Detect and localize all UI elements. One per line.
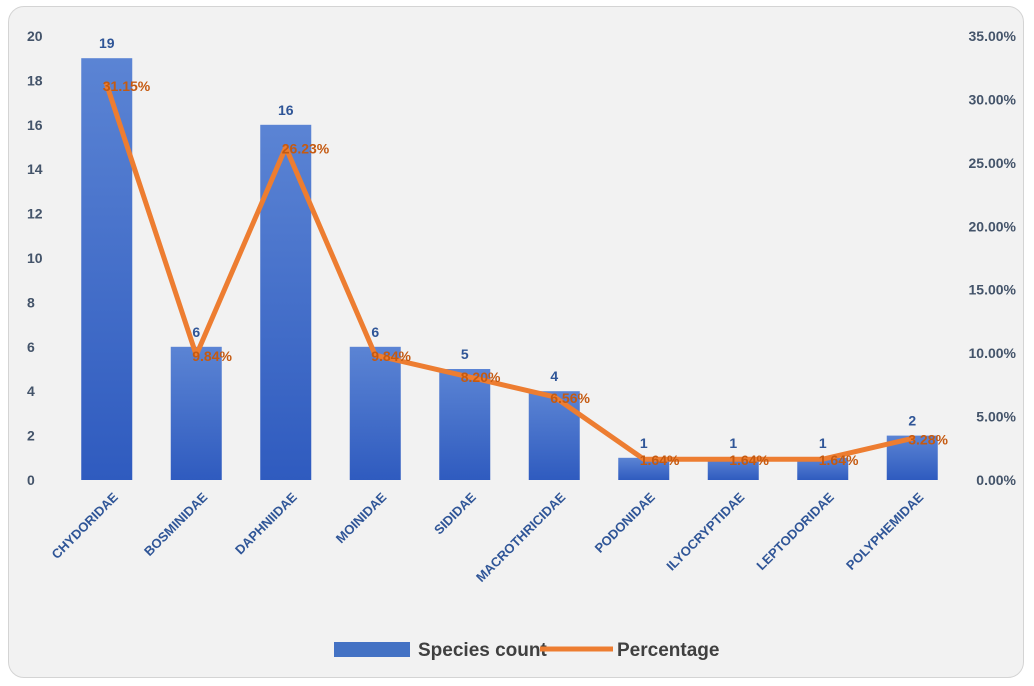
legend-swatch-species-count <box>334 642 410 657</box>
line-data-labels: 31.15% 9.84% 26.23% 9.84% 8.20% 6.56% 1.64% 1.6… <box>103 78 949 468</box>
bar <box>170 346 222 480</box>
bar-value-label: 6 <box>371 324 379 340</box>
left-tick-label: 14 <box>27 161 43 177</box>
category-label: ILYOCRYPTIDAE <box>663 489 747 573</box>
percentage-value-label: 3.28% <box>908 431 948 447</box>
right-tick-label: 35.00% <box>969 28 1017 44</box>
left-tick-label: 6 <box>27 339 35 355</box>
bar <box>260 124 312 481</box>
bar-value-label: 19 <box>99 35 115 51</box>
percentage-value-label: 1.64% <box>640 452 680 468</box>
bar <box>81 58 133 480</box>
right-tick-label: 30.00% <box>969 91 1017 107</box>
category-label: BOSMINIDAE <box>141 489 211 559</box>
right-tick-label: 5.00% <box>976 409 1016 425</box>
left-tick-label: 12 <box>27 206 43 222</box>
bar <box>707 457 759 480</box>
bar-value-label: 16 <box>278 102 294 118</box>
category-label: MACROTHRICIDAE <box>473 489 569 585</box>
left-tick-label: 18 <box>27 72 43 88</box>
bar-value-label: 2 <box>908 413 916 429</box>
bar-value-label: 6 <box>192 324 200 340</box>
bar <box>797 457 849 480</box>
left-tick-label: 16 <box>27 117 43 133</box>
left-tick-label: 10 <box>27 250 43 266</box>
bar-value-label: 1 <box>819 435 827 451</box>
right-axis: 0.00% 5.00% 10.00% 15.00% 20.00% 25.00% 30.00%… <box>969 28 1017 488</box>
left-tick-label: 8 <box>27 294 35 310</box>
percentage-value-label: 6.56% <box>550 390 590 406</box>
category-label: DAPHNIIDAE <box>232 489 300 557</box>
left-tick-label: 2 <box>27 428 35 444</box>
right-tick-label: 25.00% <box>969 155 1017 171</box>
left-tick-label: 20 <box>27 28 43 44</box>
category-label: MOINIDAE <box>333 489 390 546</box>
left-axis: 0 2 4 6 8 10 12 14 16 18 20 <box>27 28 43 488</box>
right-tick-label: 10.00% <box>969 345 1017 361</box>
legend-label-species-count: Species count <box>418 640 547 661</box>
category-label: CHYDORIDAE <box>48 489 121 562</box>
line-series <box>104 82 915 462</box>
category-label: SIDIDAE <box>431 489 479 537</box>
percentage-value-label: 9.84% <box>371 348 411 364</box>
right-tick-label: 15.00% <box>969 282 1017 298</box>
category-label: LEPTODORIDAE <box>753 489 837 573</box>
category-axis: CHYDORIDAE BOSMINIDAE DAPHNIIDAE MOINIDAE SI… <box>48 489 926 585</box>
percentage-value-label: 1.64% <box>819 452 859 468</box>
bar <box>618 457 670 480</box>
percentage-line <box>104 82 915 462</box>
category-label: POLYPHEMIDAE <box>843 489 927 573</box>
bar-value-label: 1 <box>729 435 737 451</box>
percentage-value-label: 26.23% <box>282 140 330 156</box>
percentage-value-label: 9.84% <box>192 348 232 364</box>
bar-value-label: 4 <box>550 368 558 384</box>
chart-frame <box>8 6 1024 678</box>
right-tick-label: 0.00% <box>976 472 1016 488</box>
bar <box>439 369 491 480</box>
bar <box>349 346 401 480</box>
bar-data-labels: 19 6 16 6 5 4 1 1 1 2 <box>99 35 916 451</box>
percentage-value-label: 1.64% <box>729 452 769 468</box>
percentage-value-label: 31.15% <box>103 78 151 94</box>
right-tick-label: 20.00% <box>969 218 1017 234</box>
left-tick-label: 4 <box>27 383 35 399</box>
category-label: PODONIDAE <box>592 489 659 556</box>
bar-series <box>81 58 938 481</box>
bar-value-label: 1 <box>640 435 648 451</box>
bar-value-label: 5 <box>461 346 469 362</box>
left-tick-label: 0 <box>27 472 35 488</box>
legend-label-percentage: Percentage <box>617 640 719 661</box>
percentage-value-label: 8.20% <box>461 369 501 385</box>
legend: Species count Percentage <box>334 640 719 661</box>
